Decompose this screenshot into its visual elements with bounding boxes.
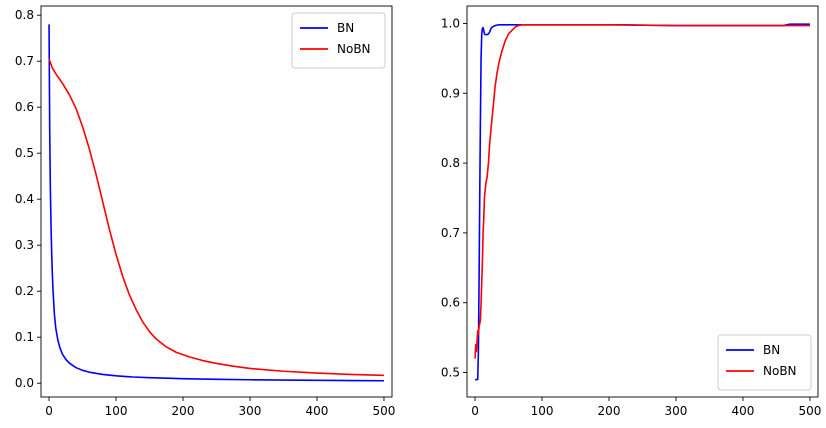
y-tick-label: 0.8 bbox=[441, 156, 460, 170]
y-tick-label: 1.0 bbox=[441, 16, 460, 30]
plot-frame bbox=[466, 5, 819, 398]
series-line-nobn bbox=[48, 58, 384, 377]
x-tick-label: 400 bbox=[732, 404, 755, 418]
legend-label-bn: BN bbox=[337, 21, 354, 35]
x-tick-label: 200 bbox=[598, 404, 621, 418]
series-line-bn bbox=[474, 23, 810, 381]
chart-panel-2: 0 100 200 300 400 500 0.5 0.6 0.7 0.8 0.9 1.0 BN NoBN bbox=[441, 5, 822, 418]
series-line-bn bbox=[48, 24, 384, 382]
x-tick-label: 0 bbox=[45, 404, 53, 418]
legend: BN NoBN bbox=[291, 12, 386, 69]
x-tick-label: 100 bbox=[105, 404, 128, 418]
y-tick-label: 0.0 bbox=[15, 376, 34, 390]
legend: BN NoBN bbox=[717, 334, 812, 391]
y-tick-label: 0.3 bbox=[15, 238, 34, 252]
x-tick-label: 0 bbox=[471, 404, 479, 418]
y-tick-label: 0.6 bbox=[441, 296, 460, 310]
y-tick-label: 0.1 bbox=[15, 330, 34, 344]
y-tick-label: 0.5 bbox=[441, 366, 460, 380]
x-tick-label: 500 bbox=[799, 404, 822, 418]
y-tick-label: 0.2 bbox=[15, 284, 34, 298]
legend-box bbox=[291, 12, 386, 69]
y-tick-label: 0.4 bbox=[15, 192, 34, 206]
x-tick-label: 500 bbox=[373, 404, 396, 418]
y-tick-label: 0.8 bbox=[15, 8, 34, 22]
y-tick-label: 0.7 bbox=[15, 54, 34, 68]
y-tick-label: 0.6 bbox=[15, 100, 34, 114]
legend-label-bn: BN bbox=[763, 343, 780, 357]
x-tick-label: 100 bbox=[531, 404, 554, 418]
series-line-nobn bbox=[474, 24, 810, 359]
y-tick-label: 0.5 bbox=[15, 146, 34, 160]
chart-panel-1: 0 100 200 300 400 500 0.0 0.1 0.2 0.3 0.4 0.5 0.6 0.7… bbox=[15, 5, 396, 418]
plot-frame bbox=[40, 5, 393, 398]
legend-label-nobn: NoBN bbox=[763, 364, 797, 378]
x-tick-label: 200 bbox=[172, 404, 195, 418]
y-tick-label: 0.9 bbox=[441, 86, 460, 100]
legend-box bbox=[717, 334, 812, 391]
x-tick-label: 300 bbox=[665, 404, 688, 418]
x-tick-label: 300 bbox=[239, 404, 262, 418]
x-tick-label: 400 bbox=[306, 404, 329, 418]
legend-label-nobn: NoBN bbox=[337, 42, 371, 56]
y-tick-label: 0.7 bbox=[441, 226, 460, 240]
